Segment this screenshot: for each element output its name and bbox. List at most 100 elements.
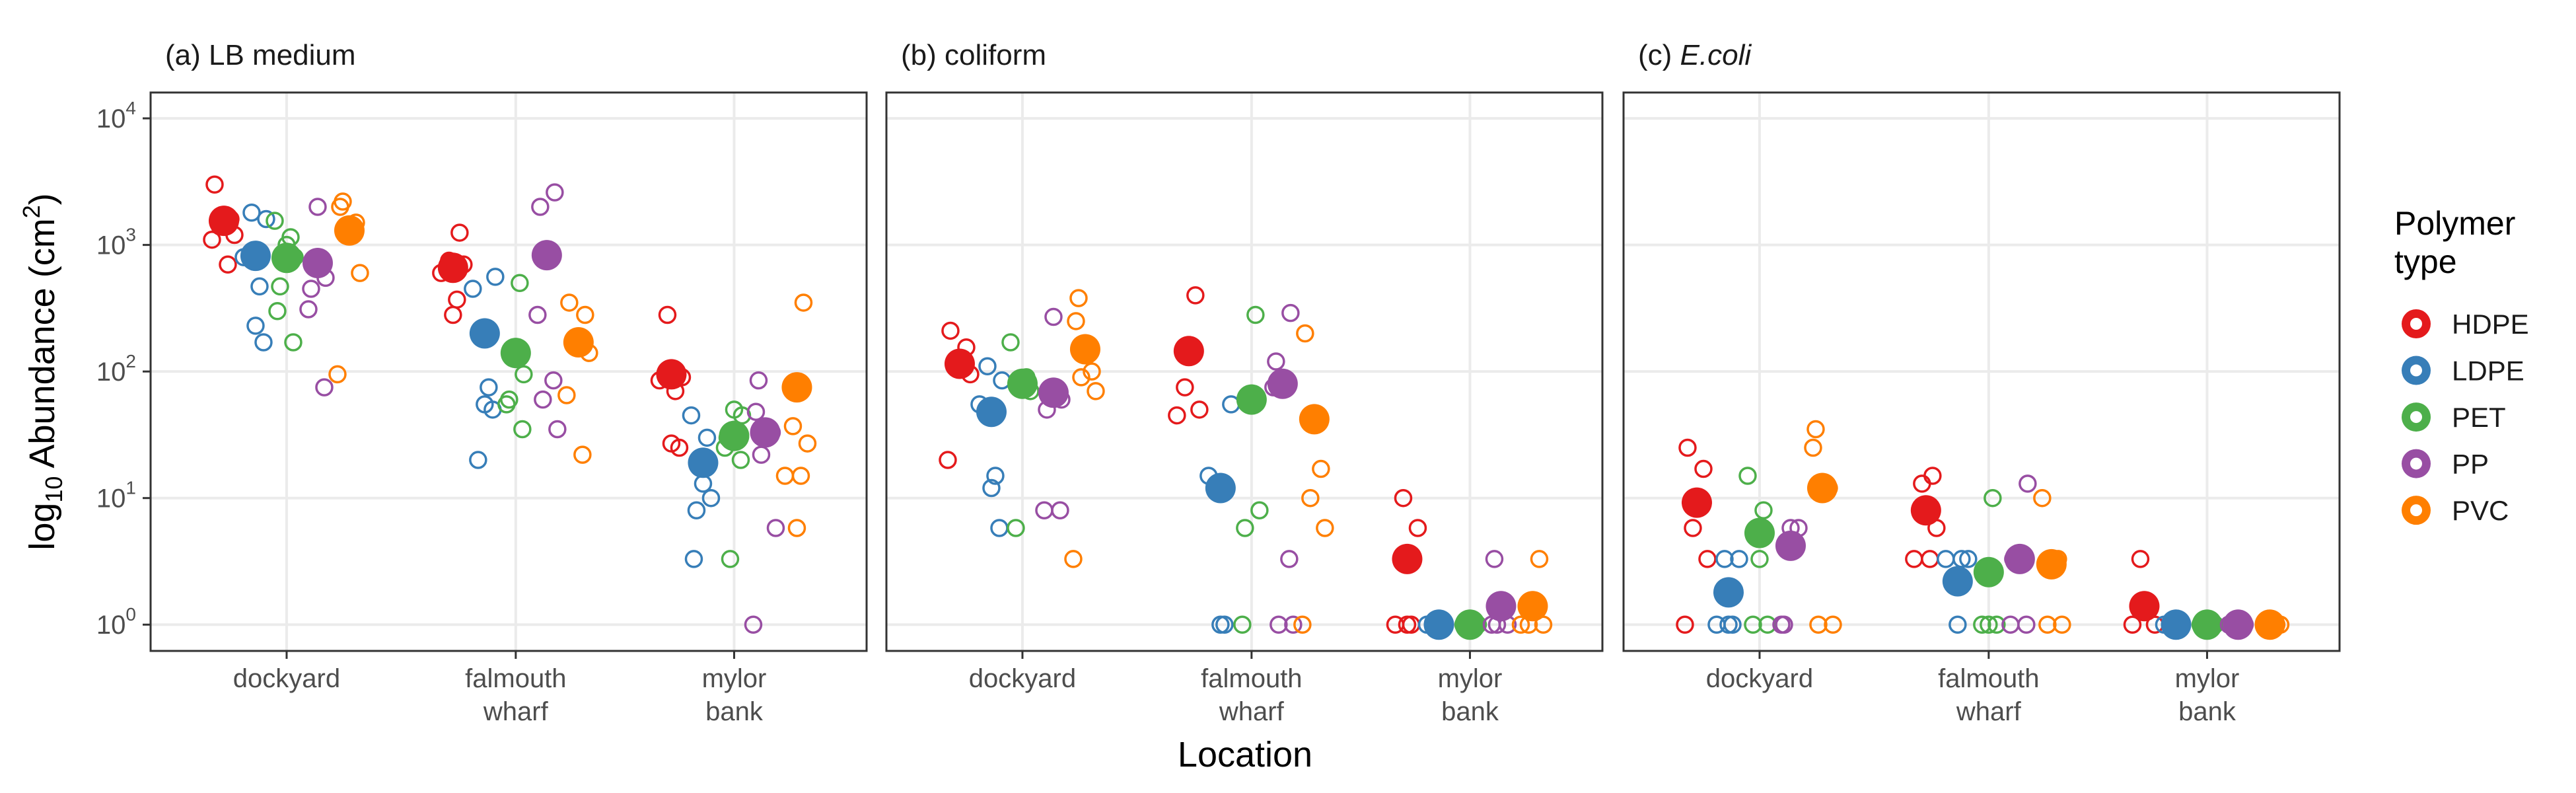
data-point <box>246 317 265 335</box>
data-point <box>331 198 349 216</box>
data-point <box>1083 362 1101 381</box>
data-point <box>1168 406 1186 425</box>
data-point <box>2019 474 2037 493</box>
mean-point <box>1299 404 1330 435</box>
panel-title: (c) E.coli <box>1638 39 1752 71</box>
mean-point <box>1910 495 1941 526</box>
data-point <box>480 378 498 397</box>
data-point <box>257 209 275 229</box>
mean-point <box>1744 517 1775 548</box>
mean-point <box>1423 609 1454 640</box>
data-point <box>557 386 576 404</box>
x-tick-label: falmouth <box>465 664 566 693</box>
data-point <box>698 428 717 447</box>
y-tick-exponent: 4 <box>125 98 136 118</box>
data-point <box>299 300 318 319</box>
data-point <box>1485 550 1504 568</box>
data-point <box>266 211 284 230</box>
data-point <box>497 395 516 414</box>
y-axis-title: log10 Abundance (cm2) <box>18 193 67 550</box>
data-point <box>1316 519 1334 537</box>
data-point <box>1186 286 1205 305</box>
data-point <box>1270 615 1288 634</box>
data-point <box>1190 400 1209 419</box>
data-point <box>694 474 713 493</box>
data-point <box>531 198 550 216</box>
data-point <box>254 333 273 352</box>
data-point <box>448 290 466 309</box>
mean-point <box>1236 384 1267 415</box>
data-point <box>560 293 579 312</box>
data-point <box>1698 550 1717 568</box>
data-point <box>1051 501 1069 520</box>
mean-point <box>1775 530 1806 561</box>
x-tick-label: mylor <box>702 664 767 693</box>
data-point <box>766 519 785 537</box>
mean-point <box>1973 556 2004 587</box>
mean-point <box>302 247 333 278</box>
data-point <box>308 198 327 216</box>
mean-point <box>1069 334 1100 365</box>
y-axis-title-subscript: 10 <box>40 476 67 503</box>
panel-border <box>885 91 1604 652</box>
mean-point <box>1267 368 1298 399</box>
mean-point <box>1485 591 1517 622</box>
data-point <box>544 371 563 390</box>
data-point <box>1937 550 1955 568</box>
x-tick-label: falmouth <box>1201 664 1302 693</box>
y-tick-label: 101 <box>96 478 136 513</box>
data-point <box>791 467 810 485</box>
data-point <box>1984 488 2002 508</box>
data-point <box>576 305 594 324</box>
data-point <box>1738 467 1757 485</box>
data-point <box>749 371 768 390</box>
mean-point <box>2036 548 2067 580</box>
mean-point <box>437 252 468 283</box>
legend-key-center <box>2410 364 2422 377</box>
data-point <box>469 451 487 469</box>
mean-point <box>2129 591 2160 622</box>
data-point <box>2131 550 2150 568</box>
data-point <box>1044 307 1063 326</box>
data-point <box>1246 305 1265 324</box>
data-point <box>1730 550 1748 568</box>
data-point <box>1511 615 1530 634</box>
data-point <box>205 175 224 194</box>
data-point <box>250 277 269 296</box>
data-point <box>528 305 547 324</box>
data-point <box>271 277 289 296</box>
data-point <box>1211 615 1230 634</box>
data-point <box>546 183 564 202</box>
x-tick-label: wharf <box>1956 697 2022 726</box>
legend-title: type <box>2394 243 2457 280</box>
panel-b: (b) coliform dockyard falmouth wharf mylor ba… <box>885 39 1604 726</box>
data-point <box>1087 382 1105 400</box>
x-tick-label: bank <box>705 697 764 726</box>
data-point <box>670 438 689 457</box>
y-tick-label: 100 <box>96 604 136 640</box>
mean-point <box>469 318 500 349</box>
mean-point <box>1807 472 1838 504</box>
data-point <box>1684 519 1702 537</box>
data-point <box>682 406 701 425</box>
data-point <box>1905 550 1923 568</box>
data-point <box>1281 303 1300 322</box>
panel-tag: (c) <box>1638 39 1672 71</box>
mean-point <box>1038 377 1069 408</box>
data-point <box>511 274 529 293</box>
y-tick-base: 10 <box>96 484 126 513</box>
x-axis-title: Location <box>1178 735 1312 774</box>
legend-key-center <box>2410 457 2422 470</box>
data-point <box>752 445 771 464</box>
y-tick-label: 103 <box>96 225 136 260</box>
data-point <box>978 357 997 375</box>
data-point <box>1949 615 1967 634</box>
data-point <box>1280 550 1299 568</box>
y-tick-exponent: 2 <box>125 351 136 371</box>
data-point <box>687 501 706 520</box>
data-point <box>1980 615 1998 634</box>
data-point <box>1394 488 1413 508</box>
data-point <box>1312 459 1330 478</box>
x-tick-label: bank <box>2178 697 2236 726</box>
